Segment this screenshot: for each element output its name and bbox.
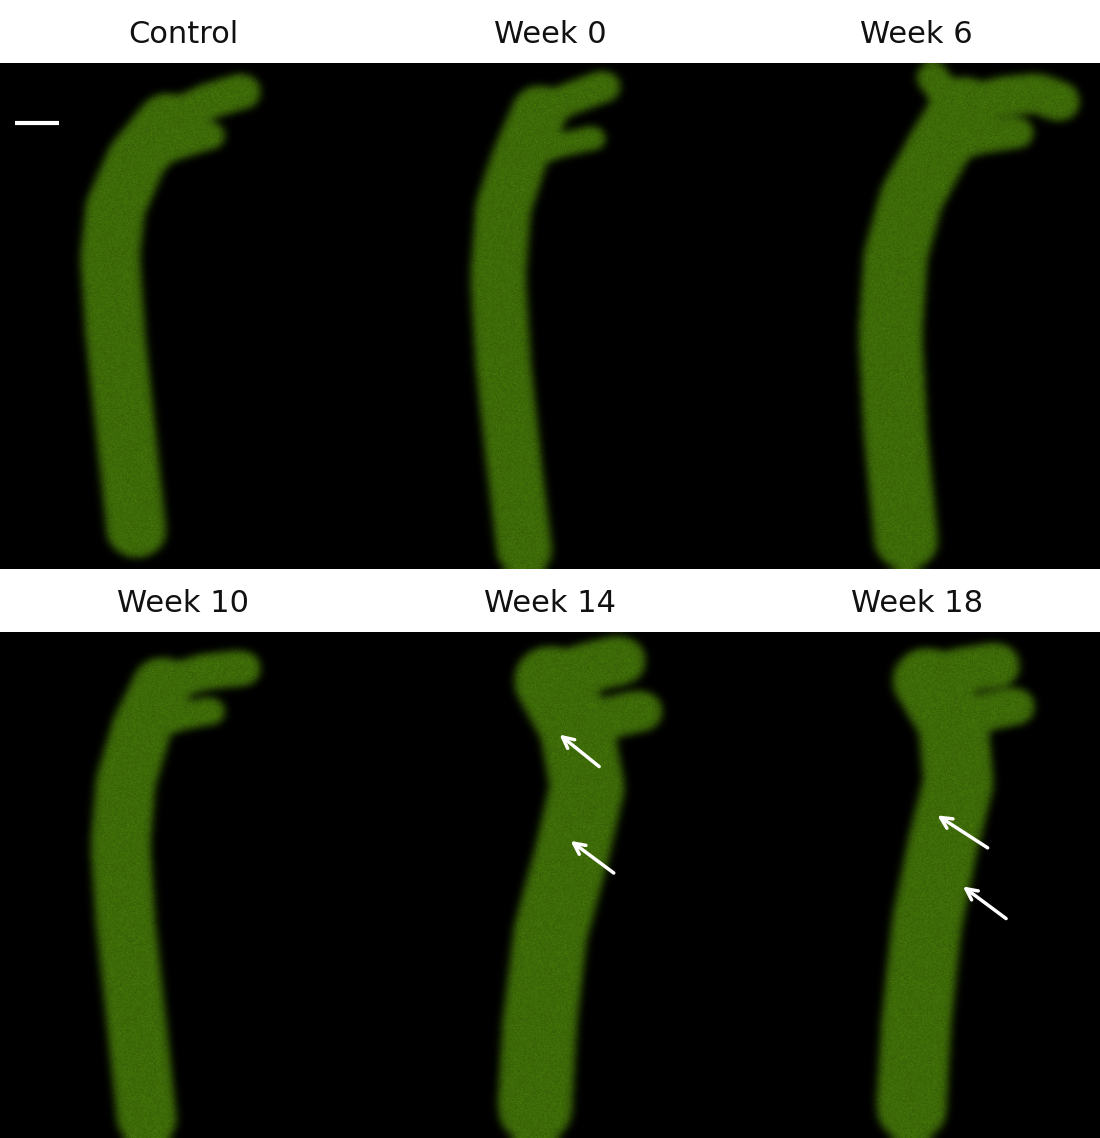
Text: Control: Control [129,20,239,49]
Text: Week 6: Week 6 [860,20,974,49]
Text: Week 10: Week 10 [118,589,250,618]
Text: Week 0: Week 0 [494,20,606,49]
Text: Week 18: Week 18 [850,589,982,618]
Text: Week 14: Week 14 [484,589,616,618]
